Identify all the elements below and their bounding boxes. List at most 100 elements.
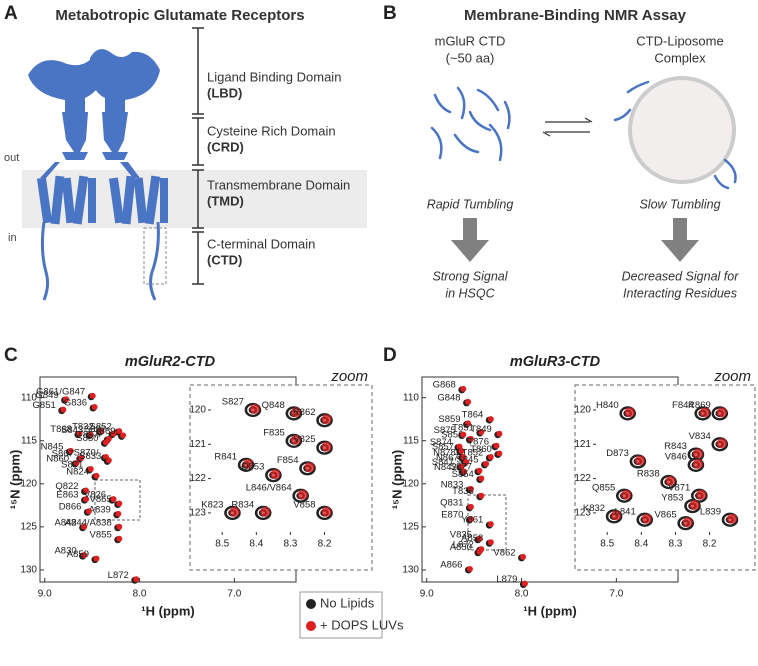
peak-label: F844 <box>672 400 694 411</box>
y-tick-label: 110 <box>403 392 419 403</box>
peak-lipid <box>116 500 123 507</box>
domain-brackets <box>192 27 204 285</box>
peak-lipid <box>496 450 503 457</box>
peak-label: T868 <box>50 424 72 435</box>
peak-lipid <box>63 396 70 403</box>
domain-name: Ligand Binding Domain <box>207 69 341 84</box>
spectrum-title: mGluR2-CTD <box>125 354 216 370</box>
peak-label: Y861 <box>461 515 483 526</box>
y-tick-label: 120 <box>189 405 206 416</box>
peak-lipid <box>493 442 500 449</box>
peak-lipid <box>634 455 645 466</box>
peak-label: T860 <box>470 444 492 455</box>
y-tick-label: 130 <box>402 565 419 576</box>
peak-label: L841 <box>615 506 636 517</box>
label: Interacting Residues <box>623 286 737 300</box>
peak-label: S833 <box>79 451 101 462</box>
peak-lipid <box>478 492 485 499</box>
peak-label: A842 <box>54 517 76 528</box>
peak-label: S857 <box>432 441 454 452</box>
peak-label: F835 <box>263 427 285 438</box>
peak-lipid <box>73 459 80 466</box>
peak-label: A844/A838 <box>65 517 112 528</box>
peak-label: R869 <box>688 400 711 411</box>
peak-label: S854 <box>452 469 474 480</box>
peak-lipid <box>696 489 707 500</box>
peak-lipid <box>699 407 710 418</box>
x-tick-label: 8.0 <box>515 589 529 600</box>
peak-lipid <box>692 448 703 459</box>
x-tick-label: 8.4 <box>249 539 263 550</box>
x-tick-label: 8.3 <box>283 539 297 550</box>
label: Slow Tumbling <box>639 197 720 211</box>
peak-lipid <box>87 431 94 438</box>
peak-label: N824 <box>66 466 89 477</box>
peak-label: Q853 <box>241 462 264 473</box>
in-label: in <box>8 232 17 244</box>
label: Decreased Signal for <box>622 269 740 283</box>
free-ctd <box>430 86 511 162</box>
peak-lipid <box>682 517 693 528</box>
domain-name: Cysteine Rich Domain <box>207 123 336 138</box>
peak-label: S856 <box>441 429 463 440</box>
peak-lipid <box>521 580 528 587</box>
peak-label: R862 <box>293 407 316 418</box>
peak-label: R834 <box>231 499 254 510</box>
ctd-box <box>143 227 167 285</box>
peak-lipid <box>463 459 470 466</box>
peak-label: V865 <box>654 510 676 521</box>
peak-label: G868 <box>433 379 456 390</box>
equilibrium-arrows <box>542 117 593 137</box>
receptor <box>28 49 160 178</box>
domain-abbr: (CTD) <box>207 252 242 267</box>
panel-letter: B <box>383 3 397 24</box>
peak-label: R841 <box>214 451 237 462</box>
label: Rapid Tumbling <box>427 197 514 211</box>
peak-label: T876 <box>467 436 489 447</box>
peak-lipid <box>476 535 483 542</box>
peak-lipid <box>692 458 703 469</box>
peak-label: S877 <box>450 461 472 472</box>
peak-lipid <box>483 460 490 467</box>
peak-lipid <box>467 435 474 442</box>
x-tick-label: 8.2 <box>703 539 717 550</box>
peak-lipid <box>458 447 465 454</box>
peak-label: H840 <box>596 400 619 411</box>
y-tick-label: 120 <box>574 405 591 416</box>
peak-lipid <box>321 441 332 452</box>
peak-lipid <box>716 438 727 449</box>
liposome <box>628 76 736 184</box>
y-tick-label: 121 <box>574 439 591 450</box>
peak-label: V846 <box>665 451 687 462</box>
peak-lipid <box>60 406 67 413</box>
peak-lipid <box>467 485 474 492</box>
domain-name: C-terminal Domain <box>207 236 315 251</box>
domain-abbr: (CRD) <box>207 139 244 154</box>
peak-label: S852 <box>90 422 112 433</box>
peak-lipid <box>83 487 90 494</box>
zoom-region <box>467 494 507 551</box>
x-tick-label: 8.4 <box>634 539 648 550</box>
peak-lipid <box>249 403 260 414</box>
y-tick-label: 125 <box>20 522 37 533</box>
peak-label: L872 <box>108 570 129 581</box>
peak-label: Y853 <box>661 493 683 504</box>
peak-label: T852 <box>462 447 484 458</box>
peak-label: R843 <box>664 441 687 452</box>
peak-lipid <box>133 576 140 583</box>
x-tick-label: 7.0 <box>227 589 241 600</box>
peak-lipid <box>120 432 127 439</box>
legend-swatch <box>306 599 316 609</box>
legend-label: No Lipids <box>320 595 375 610</box>
peak-lipid <box>487 416 494 423</box>
peak-lipid <box>83 496 90 503</box>
peak-label: S871 <box>61 460 83 471</box>
peak-label: T832 <box>72 422 94 433</box>
y-tick-label: 125 <box>402 522 419 533</box>
peak-lipid <box>478 428 485 435</box>
peak-label: V834 <box>689 431 711 442</box>
label: CTD-Liposome <box>636 33 723 48</box>
peak-lipid <box>621 489 632 500</box>
peak-lipid <box>460 431 467 438</box>
peak-label: T836 <box>452 486 474 497</box>
